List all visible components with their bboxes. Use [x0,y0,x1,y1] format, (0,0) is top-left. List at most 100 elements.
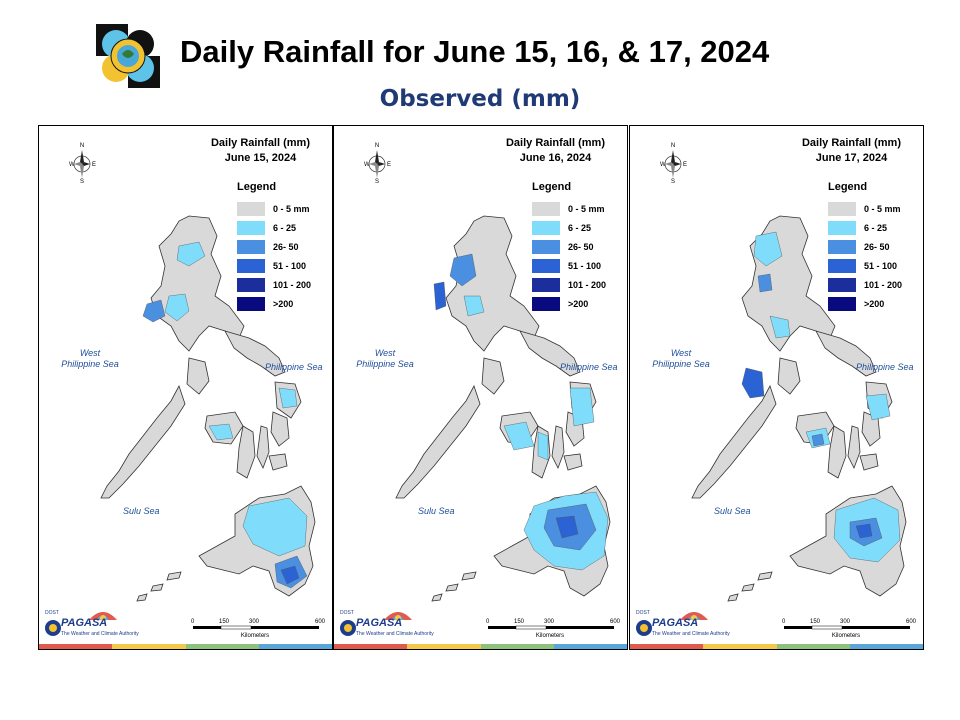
island-luzon [150,215,245,352]
island-bicol [815,330,877,377]
svg-text:S: S [375,179,379,184]
island-cebu [847,425,861,469]
legend-label: 51 - 100 [568,260,602,271]
panel-date: June 16, 2024 [519,152,592,164]
rainfall-map-panel-june-17: Daily Rainfall (mm) June 17, 2024 Legend… [629,125,924,650]
philippines-rainfall-map [395,215,611,602]
svg-text:W: W [364,162,370,168]
legend-item: 51 - 100 [237,256,311,275]
svg-text:0: 0 [191,619,195,625]
legend-item: >200 [237,294,311,313]
rainfall-area [503,421,535,451]
legend-item: >200 [828,294,902,313]
legend: Legend 0 - 5 mm 6 - 25 26- 50 51 - 100 [828,181,902,313]
island-bicol [224,330,286,377]
legend-swatch [828,239,856,254]
legend-label: 6 - 25 [568,222,592,233]
legend-item: 0 - 5 mm [237,199,311,218]
svg-text:600: 600 [610,619,621,625]
svg-text:300: 300 [544,619,555,625]
legend-swatch [828,258,856,273]
sea-label-philippine-sea: Philippine Sea [265,362,323,372]
svg-text:300: 300 [840,619,851,625]
island-sulu [727,571,773,602]
sea-label-west-philippine-sea: West Philippine Sea [356,348,414,369]
panel-title: Daily Rainfall (mm) June 16, 2024 [506,136,605,166]
legend: Legend 0 - 5 mm 6 - 25 26- 50 51 - 100 [237,181,311,313]
svg-text:E: E [683,162,687,168]
svg-text:N: N [80,143,84,149]
svg-text:0: 0 [782,619,786,625]
sea-label-sulu-sea: Sulu Sea [123,506,160,516]
svg-text:W: W [660,162,666,168]
svg-text:S: S [80,179,84,184]
rainfall-area [537,431,549,461]
rainfall-area [242,497,308,557]
legend-swatch [532,296,560,311]
svg-text:Kilometers: Kilometers [832,633,860,639]
rainfall-area [449,253,477,287]
north-arrow-icon: N S W E [364,143,391,184]
panel-date: June 15, 2024 [224,152,297,164]
north-arrow-icon: N S W E [69,143,96,184]
rainfall-area [757,273,773,293]
legend-swatch [237,220,265,235]
legend-swatch [532,277,560,292]
legend-item: 0 - 5 mm [828,199,902,218]
panel-date: June 17, 2024 [815,152,888,164]
legend-label: 0 - 5 mm [568,203,605,214]
legend-label: 6 - 25 [273,222,297,233]
island-palawan [395,384,481,499]
legend-item: 101 - 200 [237,275,311,294]
legend-title: Legend [532,181,572,193]
legend-label: 101 - 200 [273,279,312,290]
svg-text:W: W [69,162,75,168]
rainfall-area [769,315,791,339]
scale-bar: 0 150 300 600 Kilometers [486,619,621,639]
svg-text:150: 150 [810,619,821,625]
rainfall-area [164,293,190,322]
legend-item: 0 - 5 mm [532,199,606,218]
legend-label: 51 - 100 [273,260,307,271]
legend-swatch [237,201,265,216]
sea-label-philippine-sea: Philippine Sea [856,362,914,372]
island-sulu [431,571,477,602]
legend-label: >200 [864,298,885,309]
island-bohol [563,453,583,471]
svg-text:N: N [375,143,379,149]
rainfall-area [855,523,873,539]
svg-text:E: E [92,162,96,168]
legend-swatch [532,220,560,235]
legend-swatch [237,258,265,273]
island-palawan [691,384,777,499]
page-subtitle: Observed (mm) [379,86,581,112]
legend-swatch [237,277,265,292]
rainfall-heading: Daily Rainfall (mm) [505,137,605,149]
island-sulu [136,571,182,602]
panel-title: Daily Rainfall (mm) June 17, 2024 [802,136,901,166]
legend: Legend 0 - 5 mm 6 - 25 26- 50 51 - 100 [532,181,606,313]
legend-item: 26- 50 [237,237,311,256]
rainfall-heading: Daily Rainfall (mm) [210,137,310,149]
rainfall-area [176,241,206,267]
island-mindoro [186,357,210,395]
svg-text:150: 150 [219,619,230,625]
legend-swatch [532,258,560,273]
svg-text:N: N [671,143,675,149]
scale-bar: 0 150 300 600 Kilometers [782,619,917,639]
color-stripe [334,644,627,649]
island-cebu [551,425,565,469]
island-leyte [270,411,290,447]
pagasa-logo-icon: DOST PAGASA The Weather and Climate Auth… [45,610,139,637]
legend-item: >200 [532,294,606,313]
rainfall-area [278,387,298,409]
rainfall-heading: Daily Rainfall (mm) [801,137,901,149]
svg-text:150: 150 [514,619,525,625]
legend-label: 0 - 5 mm [273,203,310,214]
rainfall-area [463,295,485,317]
legend-label: 26- 50 [864,241,890,252]
legend-item: 6 - 25 [828,218,902,237]
legend-label: 6 - 25 [864,222,888,233]
legend-swatch [532,239,560,254]
island-negros [236,425,256,479]
